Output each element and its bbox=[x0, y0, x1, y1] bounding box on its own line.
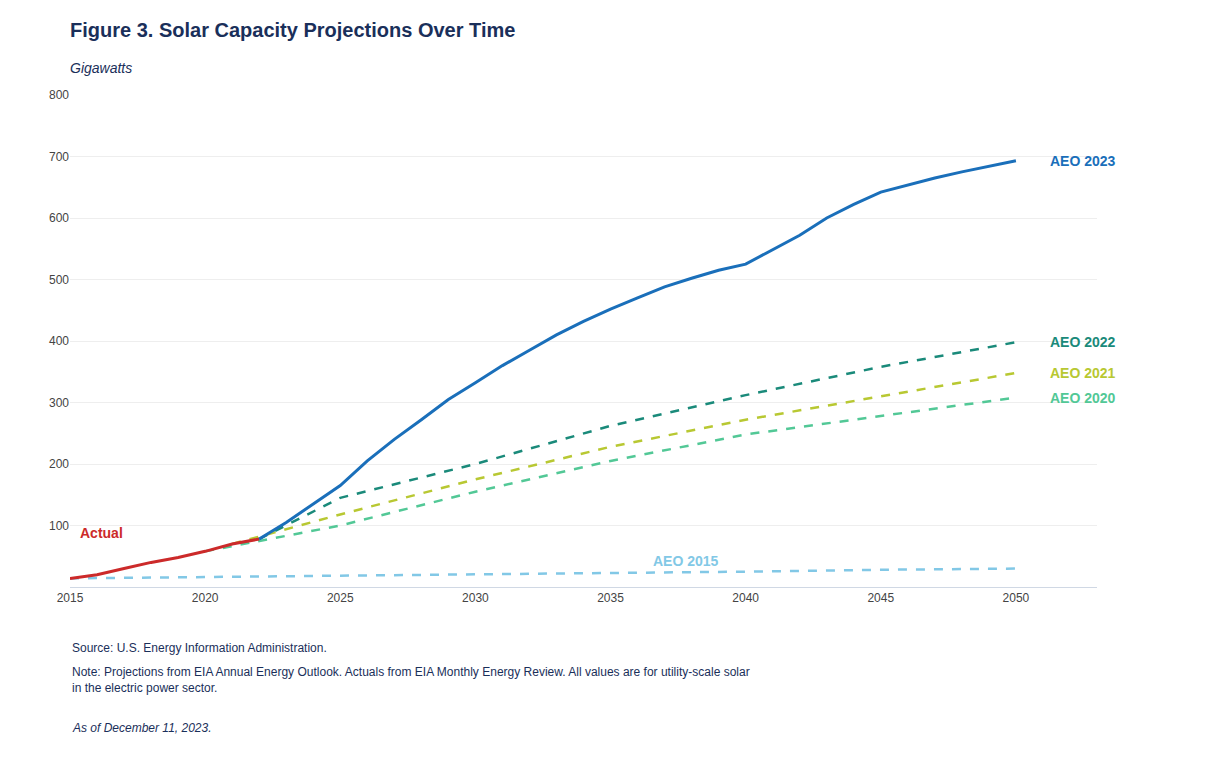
svg-text:700: 700 bbox=[49, 150, 69, 164]
svg-text:800: 800 bbox=[49, 88, 69, 102]
svg-text:100: 100 bbox=[49, 519, 69, 533]
svg-text:As of December 11, 2023.: As of December 11, 2023. bbox=[72, 721, 212, 735]
svg-text:300: 300 bbox=[49, 396, 69, 410]
svg-text:2040: 2040 bbox=[732, 591, 759, 605]
svg-text:AEO 2023: AEO 2023 bbox=[1050, 153, 1116, 169]
svg-text:Source: U.S. Energy Informatio: Source: U.S. Energy Information Administ… bbox=[72, 641, 327, 655]
svg-text:2025: 2025 bbox=[327, 591, 354, 605]
svg-text:AEO 2021: AEO 2021 bbox=[1050, 365, 1116, 381]
svg-text:2015: 2015 bbox=[57, 591, 84, 605]
svg-text:2020: 2020 bbox=[192, 591, 219, 605]
svg-text:AEO 2022: AEO 2022 bbox=[1050, 334, 1116, 350]
svg-text:400: 400 bbox=[49, 334, 69, 348]
svg-text:Actual: Actual bbox=[80, 525, 123, 541]
svg-text:500: 500 bbox=[49, 273, 69, 287]
svg-text:2035: 2035 bbox=[597, 591, 624, 605]
svg-text:AEO 2015: AEO 2015 bbox=[653, 553, 719, 569]
svg-text:AEO 2020: AEO 2020 bbox=[1050, 390, 1116, 406]
svg-text:Gigawatts: Gigawatts bbox=[70, 60, 132, 76]
svg-text:2045: 2045 bbox=[867, 591, 894, 605]
svg-text:Figure 3. Solar Capacity Proje: Figure 3. Solar Capacity Projections Ove… bbox=[70, 19, 515, 41]
svg-text:Note: Projections from EIA Ann: Note: Projections from EIA Annual Energy… bbox=[72, 665, 750, 695]
svg-text:200: 200 bbox=[49, 457, 69, 471]
svg-text:2030: 2030 bbox=[462, 591, 489, 605]
svg-text:600: 600 bbox=[49, 211, 69, 225]
svg-text:2050: 2050 bbox=[1003, 591, 1030, 605]
